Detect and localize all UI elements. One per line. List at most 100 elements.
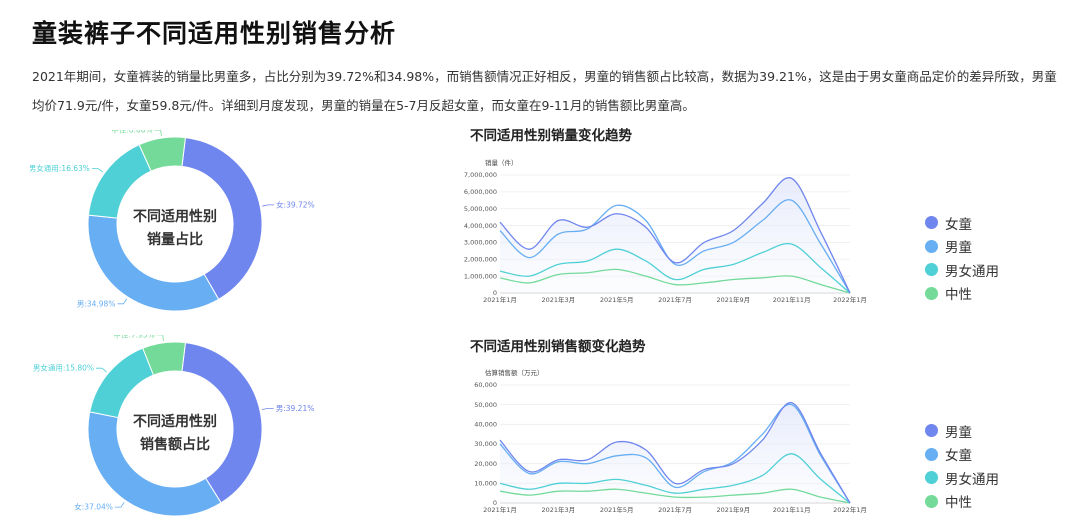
donut-chart-sales-volume: 女:39.72% 男:34.98% 男女通用:16.63% 中性:8.66% 不同适用性… xyxy=(30,130,315,312)
legend-swatch xyxy=(925,286,938,300)
y-tick-label: 7,000,000 xyxy=(464,171,497,179)
donut-slice-label: 女:39.72% xyxy=(276,199,315,209)
legend-label: 中性 xyxy=(945,495,972,512)
x-tick-label: 2021年5月 xyxy=(600,505,634,514)
donut-label-leader xyxy=(261,407,274,411)
donut-center-label: 销量占比 xyxy=(147,231,203,248)
legend-sales-volume: 女童男童男女通用中性 xyxy=(925,211,999,305)
x-tick-label: 2021年7月 xyxy=(658,505,692,514)
legend-swatch xyxy=(925,216,938,230)
donut-slice-label: 男女通用:16.63% xyxy=(30,163,90,173)
y-axis-label: 销量（件） xyxy=(485,158,518,167)
legend-swatch xyxy=(925,239,938,253)
donut-slice-label: 男:39.21% xyxy=(276,404,315,413)
y-tick-label: 0 xyxy=(493,499,497,507)
line-chart-title-amount: 不同适用性别销售额变化趋势 xyxy=(470,339,646,355)
area-fill xyxy=(500,177,850,293)
y-axis-label: 估算销售额（万元） xyxy=(485,368,544,377)
x-tick-label: 2022年1月 xyxy=(833,505,867,514)
y-tick-label: 3,000,000 xyxy=(464,239,497,247)
y-tick-label: 4,000,000 xyxy=(464,222,497,230)
series-line-男童 xyxy=(499,402,851,504)
line-chart-sales-volume: 销量（件） 0 1,000,000 2,000,000 3,000,000 4,000,0… xyxy=(464,158,867,304)
legend-item[interactable]: 女童 xyxy=(925,211,999,235)
legend-item[interactable]: 男女通用 xyxy=(925,466,999,490)
y-tick-label: 1,000,000 xyxy=(464,272,497,280)
donut-slice-label: 女:37.04% xyxy=(74,502,113,512)
legend-label: 男童 xyxy=(945,424,972,441)
legend-label: 中性 xyxy=(945,287,972,304)
donut-slice-0 xyxy=(181,342,263,504)
x-tick-label: 2021年3月 xyxy=(541,295,575,304)
donut-chart-sales-amount: 男:39.21% 女:37.04% 男女通用:15.80% 中性:7.95% 不同适用性… xyxy=(33,335,315,517)
donut-label-leader xyxy=(154,130,162,137)
donut-slice-label: 中性:7.95% xyxy=(113,335,154,339)
legend-item[interactable]: 男女通用 xyxy=(925,258,999,282)
x-tick-label: 2021年5月 xyxy=(600,295,634,304)
legend-label: 女童 xyxy=(945,448,972,465)
summary-text: 2021年期间，女童裤装的销量比男童多，占比分别为39.72%和34.98%，而… xyxy=(32,69,1057,113)
donut-slice-label: 男:34.98% xyxy=(77,299,116,308)
legend-item[interactable]: 中性 xyxy=(925,282,999,306)
series-line-中性 xyxy=(499,268,851,294)
donut-slice-3 xyxy=(142,341,186,376)
x-tick-label: 2021年1月 xyxy=(483,295,517,304)
legend-label: 男童 xyxy=(945,240,972,257)
y-tick-label: 2,000,000 xyxy=(464,255,497,263)
legend-swatch xyxy=(925,471,938,485)
donut-label-leader xyxy=(114,501,125,508)
legend-item[interactable]: 女童 xyxy=(925,443,999,467)
series-line-女童 xyxy=(499,403,851,504)
series-line-男女通用 xyxy=(499,453,851,504)
x-tick-label: 2021年11月 xyxy=(773,295,811,304)
y-tick-label: 0 xyxy=(493,289,497,297)
x-tick-label: 2021年9月 xyxy=(716,295,750,304)
legend-item[interactable]: 男童 xyxy=(925,235,999,259)
x-tick-label: 2021年1月 xyxy=(483,505,517,514)
donut-slice-1 xyxy=(87,411,222,517)
series-line-男童 xyxy=(499,199,851,294)
donut-label-leader xyxy=(96,367,107,373)
legend-swatch xyxy=(925,263,938,277)
donut-label-leader xyxy=(156,335,164,341)
legend-swatch xyxy=(925,424,938,438)
y-tick-label: 50,000 xyxy=(474,401,497,409)
y-tick-label: 20,000 xyxy=(474,460,497,468)
legend-swatch xyxy=(925,447,938,461)
donut-slice-label: 男女通用:15.80% xyxy=(33,363,94,373)
donut-slice-3 xyxy=(138,136,186,172)
donut-label-leader xyxy=(117,298,128,305)
x-tick-label: 2021年3月 xyxy=(541,505,575,514)
legend-label: 男女通用 xyxy=(945,471,999,488)
page-title: 童装裤子不同适用性别销售分析 xyxy=(32,19,397,48)
y-tick-label: 30,000 xyxy=(474,440,497,448)
y-tick-label: 60,000 xyxy=(474,381,497,389)
donut-label-leader xyxy=(262,204,275,207)
donut-slice-2 xyxy=(87,144,152,219)
legend-item[interactable]: 中性 xyxy=(925,490,999,514)
donut-slice-label: 中性:8.66% xyxy=(111,130,152,135)
x-tick-label: 2021年11月 xyxy=(773,505,811,514)
donut-center-label: 不同适用性别 xyxy=(133,413,217,430)
line-chart-sales-amount: 估算销售额（万元） 0 10,000 20,000 30,000 40,000 50,000… xyxy=(474,368,867,514)
donut-center-label: 不同适用性别 xyxy=(133,208,217,225)
legend-swatch xyxy=(925,494,938,508)
legend-sales-amount: 男童女童男女通用中性 xyxy=(925,419,999,513)
donut-center-label: 销售额占比 xyxy=(140,436,210,453)
donut-label-leader xyxy=(91,168,104,173)
legend-label: 男女通用 xyxy=(945,263,999,280)
series-line-男女通用 xyxy=(499,242,851,294)
series-line-中性 xyxy=(499,488,851,504)
x-tick-label: 2021年7月 xyxy=(658,295,692,304)
donut-slice-1 xyxy=(87,214,220,312)
area-fill xyxy=(500,402,850,503)
y-tick-label: 5,000,000 xyxy=(464,205,497,213)
y-tick-label: 10,000 xyxy=(474,480,497,488)
legend-item[interactable]: 男童 xyxy=(925,419,999,443)
legend-label: 女童 xyxy=(945,216,972,233)
line-chart-title-volume: 不同适用性别销量变化趋势 xyxy=(470,128,632,144)
donut-slice-2 xyxy=(89,347,155,419)
y-tick-label: 6,000,000 xyxy=(464,188,497,196)
donut-slice-0 xyxy=(181,137,263,300)
y-tick-label: 40,000 xyxy=(474,421,497,429)
